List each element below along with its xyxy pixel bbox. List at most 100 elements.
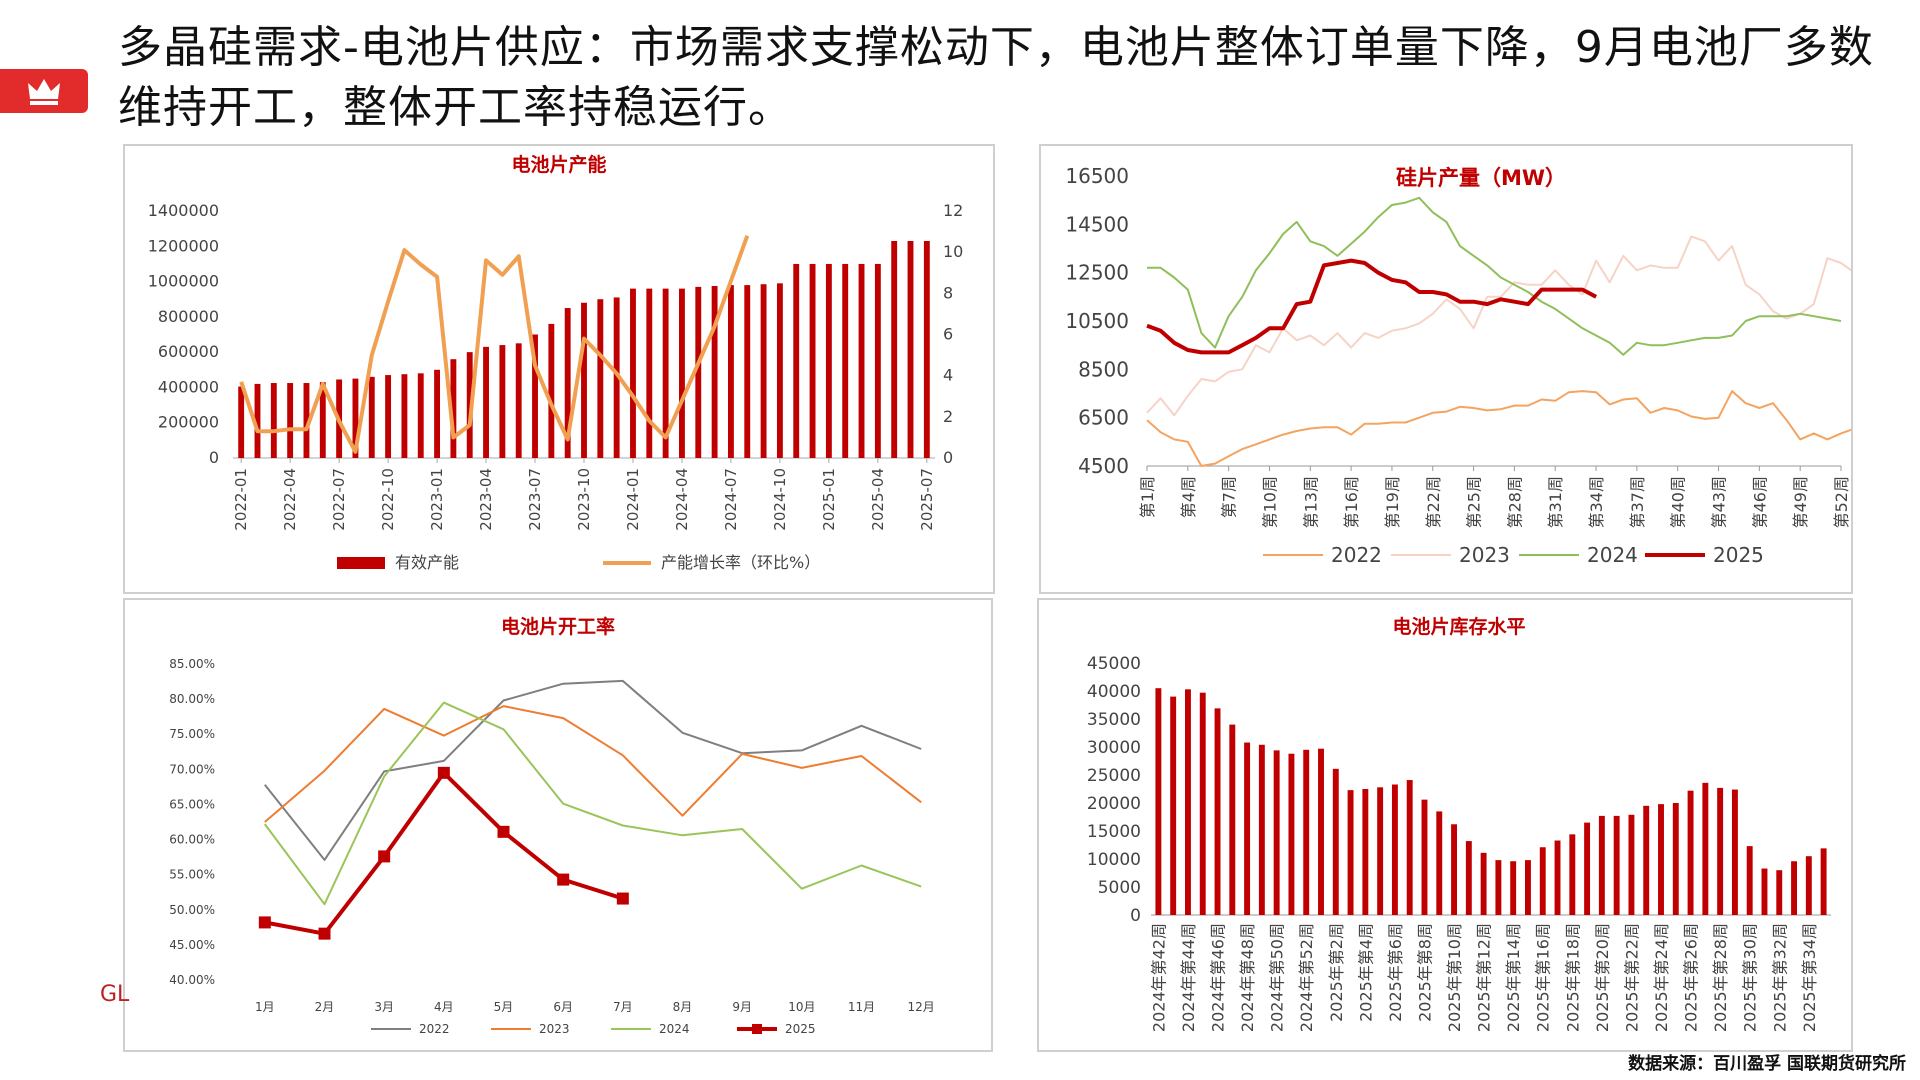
capacity-bar bbox=[597, 299, 604, 458]
inventory-bar bbox=[1229, 724, 1236, 915]
chart-title: 硅片产量（MW） bbox=[1396, 166, 1566, 190]
inventory-bar bbox=[1465, 841, 1472, 915]
y-tick-label: 80.00% bbox=[169, 692, 215, 706]
x-tick-label: 2025年第4周 bbox=[1356, 923, 1375, 1022]
series-line-2022 bbox=[1146, 390, 1851, 467]
inventory-chart-panel: 电池片库存水平 0 5000 10000 15000 20000 25000 30000 350… bbox=[1037, 598, 1853, 1052]
series-marker-2025 bbox=[497, 825, 510, 838]
y-right-tick-label: 2 bbox=[943, 407, 953, 426]
y-tick-label: 65.00% bbox=[169, 797, 215, 811]
y-left-tick-label: 200000 bbox=[158, 413, 219, 432]
y-left-tick-label: 0 bbox=[209, 448, 219, 467]
x-tick-label: 第4周 bbox=[1179, 476, 1198, 518]
y-tick-label: 25000 bbox=[1087, 766, 1141, 786]
y-tick-label: 20000 bbox=[1087, 794, 1141, 814]
y-tick-label: 14500 bbox=[1065, 212, 1129, 236]
x-tick-label: 第43周 bbox=[1710, 476, 1729, 528]
x-tick-label: 2025年第8周 bbox=[1415, 923, 1434, 1022]
capacity-bar bbox=[417, 373, 424, 458]
inventory-bar bbox=[1288, 753, 1295, 915]
inventory-bar bbox=[1347, 790, 1354, 915]
y-tick-label: 6500 bbox=[1078, 406, 1129, 430]
x-tick-label: 2025年第26周 bbox=[1682, 923, 1701, 1032]
x-tick-label: 2025年第18周 bbox=[1563, 923, 1582, 1032]
x-tick-label: 2024年第48周 bbox=[1238, 923, 1257, 1032]
y-tick-label: 12500 bbox=[1065, 261, 1129, 285]
legend-label-growth: 产能增长率（环比%） bbox=[661, 553, 820, 572]
x-tick-label: 2024-10 bbox=[771, 468, 789, 531]
series-line-2023 bbox=[1146, 235, 1851, 417]
x-tick-label: 第31周 bbox=[1546, 476, 1565, 528]
capacity-bar bbox=[450, 359, 457, 458]
inventory-bar bbox=[1451, 824, 1457, 915]
y-right-tick-label: 12 bbox=[943, 201, 963, 220]
x-tick-label: 2022-01 bbox=[232, 468, 250, 531]
x-tick-label: 2023-07 bbox=[526, 468, 544, 531]
x-tick-label: 2022-07 bbox=[330, 468, 348, 531]
x-tick-label: 2025年第22周 bbox=[1622, 923, 1641, 1032]
y-tick-label: 5000 bbox=[1098, 878, 1141, 898]
x-tick-label: 2025年第12周 bbox=[1475, 923, 1494, 1032]
inventory-bar bbox=[1185, 689, 1191, 915]
x-tick-label: 2023-04 bbox=[477, 468, 495, 531]
x-tick-label: 2025-04 bbox=[869, 468, 887, 531]
x-tick-label: 11月 bbox=[848, 1000, 875, 1014]
x-tick-label: 2025-01 bbox=[820, 468, 838, 531]
capacity-bar bbox=[727, 285, 734, 458]
inventory-bar bbox=[1628, 814, 1635, 915]
x-tick-label: 2月 bbox=[315, 1000, 335, 1014]
series-line-2022 bbox=[264, 679, 922, 861]
legend-swatch-capacity bbox=[337, 557, 385, 569]
p2-svg: 电池片开工率 40.00% 45.00% 50.00% 55.00% 60.00% 65.0… bbox=[169, 615, 935, 1036]
capacity-bar bbox=[238, 386, 245, 458]
x-tick-label: 2025年第20周 bbox=[1593, 923, 1612, 1032]
y-tick-label: 16500 bbox=[1065, 164, 1129, 188]
capacity-bar bbox=[646, 288, 653, 458]
x-tick-label: 2023-01 bbox=[428, 468, 446, 531]
legend-label-2024: 2024 bbox=[1587, 543, 1638, 567]
capacity-bar bbox=[891, 240, 898, 458]
y-left-tick-label: 1400000 bbox=[148, 201, 219, 220]
capacity-bar bbox=[581, 302, 587, 458]
inventory-bar bbox=[1672, 803, 1679, 915]
capacity-bar bbox=[548, 323, 555, 458]
inventory-bar bbox=[1318, 748, 1324, 915]
y-tick-label: 60.00% bbox=[169, 833, 215, 847]
inventory-bar bbox=[1776, 870, 1783, 915]
capacity-bar bbox=[695, 286, 702, 458]
inventory-bar bbox=[1761, 868, 1768, 915]
x-tick-label: 第52周 bbox=[1832, 476, 1851, 528]
capacity-bar bbox=[352, 378, 359, 458]
inventory-bar bbox=[1303, 749, 1310, 915]
x-tick-label: 2024年第44周 bbox=[1179, 923, 1198, 1032]
capacity-bar bbox=[385, 375, 392, 458]
inventory-bar bbox=[1332, 768, 1339, 915]
x-tick-label: 8月 bbox=[673, 1000, 693, 1014]
legend-marker-2025 bbox=[752, 1024, 762, 1034]
inventory-bar bbox=[1717, 787, 1724, 915]
x-tick-label: 2025年第32周 bbox=[1770, 923, 1789, 1032]
capacity-bar bbox=[858, 263, 865, 458]
chart-title: 电池片产能 bbox=[511, 153, 606, 176]
x-tick-label: 5月 bbox=[494, 1000, 514, 1014]
inventory-bar bbox=[1510, 861, 1517, 915]
x-tick-label: 2022-10 bbox=[379, 468, 397, 531]
x-tick-label: 2024年第50周 bbox=[1268, 923, 1287, 1032]
x-tick-label: 第40周 bbox=[1669, 476, 1688, 528]
series-marker-2025 bbox=[318, 927, 331, 940]
inventory-bar bbox=[1584, 822, 1591, 915]
x-tick-label: 2024-01 bbox=[624, 468, 642, 531]
inventory-bar bbox=[1791, 861, 1797, 915]
x-tick-label: 2022-04 bbox=[281, 468, 299, 531]
legend-label-2025: 2025 bbox=[785, 1022, 816, 1036]
inventory-bar bbox=[1391, 784, 1398, 915]
y-tick-label: 10000 bbox=[1087, 850, 1141, 870]
capacity-bar bbox=[809, 263, 816, 458]
series-line-2024 bbox=[1147, 196, 1842, 356]
inventory-bar bbox=[1702, 782, 1709, 915]
x-tick-label: 2025年第30周 bbox=[1741, 923, 1760, 1032]
y-right-tick-label: 10 bbox=[943, 242, 963, 261]
page-title: 多晶硅需求-电池片供应：市场需求支撑松动下，电池片整体订单量下降，9月电池厂多数… bbox=[118, 22, 1874, 133]
x-tick-label: 2025年第28周 bbox=[1711, 923, 1730, 1032]
inventory-bar bbox=[1643, 805, 1650, 915]
